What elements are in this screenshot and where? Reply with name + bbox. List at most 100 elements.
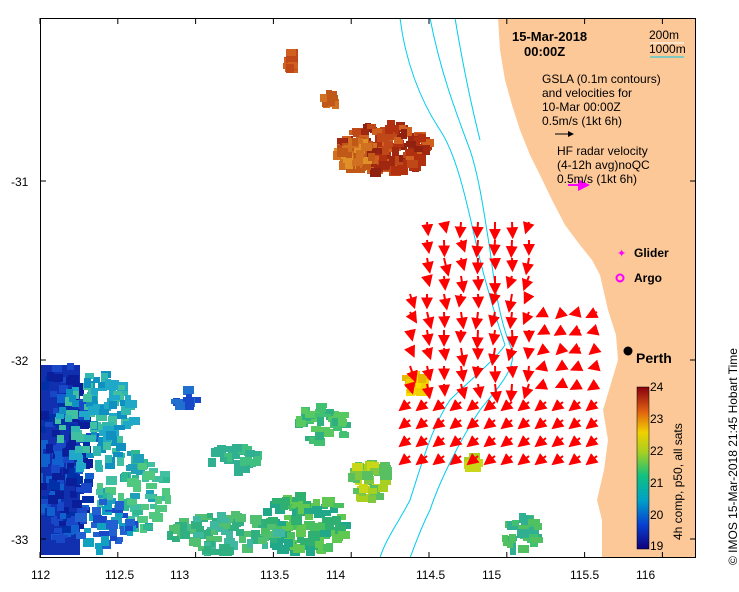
sst-cell <box>509 534 516 543</box>
hf-vector <box>421 383 434 400</box>
sst-cell <box>286 64 294 73</box>
sst-cell <box>155 505 167 512</box>
hf-vector <box>534 435 548 448</box>
sst-cell <box>56 441 66 447</box>
sst-cell <box>52 430 60 437</box>
hf-vector <box>488 347 500 367</box>
hf-vector <box>454 293 467 308</box>
sst-cell <box>162 488 170 496</box>
sst-cell <box>240 460 247 466</box>
x-tick-label: 116 <box>636 568 656 582</box>
sst-cell <box>67 462 74 469</box>
sst-cell <box>57 480 64 486</box>
sst-cell <box>406 141 416 147</box>
sst-cell <box>403 159 409 168</box>
sst-cell <box>114 425 125 430</box>
sst-cell <box>145 494 156 499</box>
sst-cell <box>99 531 109 536</box>
sst-cell <box>84 378 91 388</box>
sst-cell <box>208 549 220 555</box>
sst-cell <box>346 152 352 158</box>
sst-cell <box>243 531 252 537</box>
sst-cell <box>65 415 72 422</box>
sst-cell <box>99 409 109 415</box>
hf-vector <box>406 365 418 383</box>
hf-vector <box>439 257 452 277</box>
colorbar-tick: 19 <box>650 539 664 553</box>
sst-cell <box>517 529 529 538</box>
contour-inner <box>454 18 481 141</box>
sst-cell <box>293 544 305 553</box>
sst-cell <box>240 465 250 473</box>
sst-cell <box>326 90 332 97</box>
hf-vector <box>551 435 565 448</box>
sst-cell <box>127 530 133 536</box>
sst-cell <box>175 522 187 531</box>
hf-vector <box>535 306 549 318</box>
hf-vector <box>455 311 468 330</box>
sst-cell <box>392 125 399 135</box>
sst-cell <box>91 522 98 528</box>
x-tick-label: 112 <box>31 568 51 582</box>
sst-cell <box>224 538 235 547</box>
sst-cell <box>314 438 325 446</box>
sst-cell <box>368 153 375 161</box>
sst-cell <box>112 508 123 513</box>
sst-cell <box>83 394 92 402</box>
sst-cell <box>146 490 154 497</box>
sst-cell <box>359 484 368 493</box>
sst-cell <box>379 465 391 474</box>
sst-cell <box>245 546 252 552</box>
sst-cell <box>155 496 162 504</box>
sst-cell <box>72 400 79 407</box>
sst-cell <box>315 432 324 440</box>
hf-vector <box>568 324 583 336</box>
sst-cell <box>292 501 303 508</box>
hf-vector <box>517 453 531 466</box>
hf-vector <box>404 344 415 358</box>
sst-cell <box>96 545 103 555</box>
hf-vector <box>522 221 535 235</box>
hf-vector <box>506 365 519 379</box>
sst-cell <box>273 529 285 537</box>
hf-vector <box>398 435 412 448</box>
sst-cell <box>92 507 101 516</box>
sst-cell <box>532 537 543 543</box>
sst-cell <box>130 504 141 512</box>
sst-cell <box>333 503 344 508</box>
sst-cell <box>380 480 391 485</box>
sst-cell <box>406 155 417 160</box>
sst-cell <box>340 431 347 437</box>
sst-cell <box>251 536 263 543</box>
sst-cell <box>361 129 369 135</box>
sst-cell <box>296 420 306 427</box>
sst-cell <box>76 532 86 539</box>
hf-vector <box>586 324 600 336</box>
hf-vector <box>421 365 434 382</box>
sst-cell <box>77 455 83 464</box>
sst-cell <box>399 125 406 130</box>
sst-cell <box>125 526 133 531</box>
sst-cell <box>368 488 377 494</box>
sst-cell <box>104 498 116 504</box>
y-tick-label: -32 <box>11 354 29 368</box>
sst-cell <box>320 510 331 516</box>
sst-cell <box>219 544 230 550</box>
hf-vector <box>404 328 416 342</box>
sst-cell <box>296 528 306 537</box>
hf-vector <box>472 293 485 309</box>
sst-cell <box>54 528 64 533</box>
hf-vector <box>422 311 435 330</box>
sst-cell <box>251 530 260 539</box>
sst-cell <box>113 452 123 457</box>
sst-cell <box>59 407 66 414</box>
sst-cell <box>392 147 399 156</box>
sst-cell <box>239 534 246 543</box>
sst-cell <box>66 478 77 486</box>
sst-cell <box>312 506 322 514</box>
sst-cell <box>356 150 364 158</box>
hf-vector <box>585 417 599 430</box>
sst-cell <box>41 440 48 449</box>
sst-cell <box>55 475 65 481</box>
sst-cell <box>418 374 426 383</box>
